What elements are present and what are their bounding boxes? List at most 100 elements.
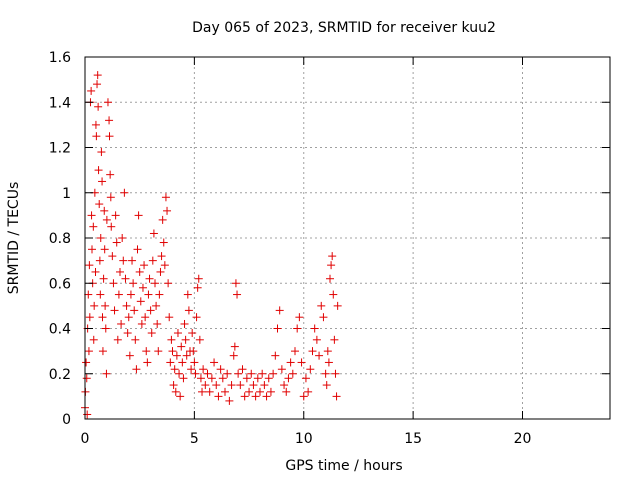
data-point (260, 381, 269, 390)
data-point (198, 387, 207, 396)
data-point (315, 351, 324, 360)
data-point (262, 392, 271, 401)
y-tick-label: 0 (62, 412, 71, 428)
data-point (166, 358, 175, 367)
data-point (84, 290, 93, 299)
data-point (324, 358, 333, 367)
data-point (155, 290, 164, 299)
data-point (142, 347, 151, 356)
data-point (87, 211, 96, 220)
data-point (304, 387, 313, 396)
data-point (184, 306, 193, 315)
data-point (143, 358, 152, 367)
data-point (282, 387, 291, 396)
y-tick-label: 1.2 (49, 141, 71, 157)
data-point (152, 301, 161, 310)
data-point (247, 369, 256, 378)
y-tick-label: 1.6 (49, 50, 71, 66)
data-point (230, 342, 239, 351)
data-point (136, 297, 145, 306)
data-point (137, 319, 146, 328)
data-point (189, 347, 198, 356)
data-point (233, 290, 242, 299)
data-point (240, 392, 249, 401)
data-point (90, 301, 99, 310)
chart-title: Day 065 of 2023, SRMTID for receiver kuu… (192, 20, 496, 36)
data-point (145, 274, 154, 283)
data-point (88, 245, 96, 254)
data-point (82, 358, 91, 367)
data-point (194, 274, 203, 283)
data-point (130, 306, 139, 315)
data-point (154, 347, 163, 356)
data-point (322, 381, 331, 390)
data-point (182, 351, 191, 360)
data-point (326, 274, 334, 283)
data-point (156, 267, 165, 276)
data-point (293, 324, 302, 333)
data-point (264, 374, 273, 383)
data-point (306, 365, 315, 374)
data-point (95, 256, 104, 265)
data-point (234, 369, 243, 378)
data-point (227, 381, 236, 390)
data-point (144, 290, 153, 299)
data-point (195, 335, 204, 344)
data-point (133, 245, 142, 254)
data-point (253, 374, 262, 383)
data-point (107, 222, 116, 231)
grid (85, 57, 610, 419)
x-axis-label: GPS time / hours (285, 458, 402, 474)
data-point (323, 347, 332, 356)
data-point (223, 369, 232, 378)
data-point (131, 335, 140, 344)
data-point (183, 290, 192, 299)
data-point (176, 392, 185, 401)
data-point (286, 358, 295, 367)
data-point (171, 387, 180, 396)
data-point (275, 306, 284, 315)
data-point (117, 319, 126, 328)
data-point (157, 252, 166, 261)
data-point (297, 358, 306, 367)
data-point (172, 351, 181, 360)
data-point (160, 261, 169, 270)
data-point (95, 200, 104, 209)
data-point (181, 335, 190, 344)
data-point (106, 170, 115, 179)
data-point (165, 313, 174, 322)
data-point (102, 369, 111, 378)
x-tick-label: 0 (81, 431, 90, 447)
data-point (105, 116, 114, 125)
data-point (277, 365, 286, 374)
data-point (134, 211, 143, 220)
data-point (163, 206, 172, 215)
data-point (94, 102, 103, 111)
data-point (321, 369, 330, 378)
data-point (331, 369, 340, 378)
data-point (125, 351, 134, 360)
data-point (164, 279, 173, 288)
data-point (89, 335, 98, 344)
data-point (284, 374, 293, 383)
data-point (87, 86, 96, 95)
data-point (207, 374, 216, 383)
data-point (96, 290, 105, 299)
data-point (328, 252, 337, 261)
data-point (82, 374, 91, 383)
data-point (99, 274, 108, 283)
data-point (225, 396, 234, 405)
data-point (187, 365, 196, 374)
data-point (205, 387, 214, 396)
data-point (93, 71, 102, 80)
data-point (114, 290, 123, 299)
data-point (269, 369, 278, 378)
data-point (288, 369, 297, 378)
data-point (229, 351, 238, 360)
data-point (317, 301, 326, 310)
data-point (122, 301, 131, 310)
data-point (146, 306, 155, 315)
data-point (140, 261, 149, 270)
data-point (218, 374, 227, 383)
data-point (175, 369, 184, 378)
